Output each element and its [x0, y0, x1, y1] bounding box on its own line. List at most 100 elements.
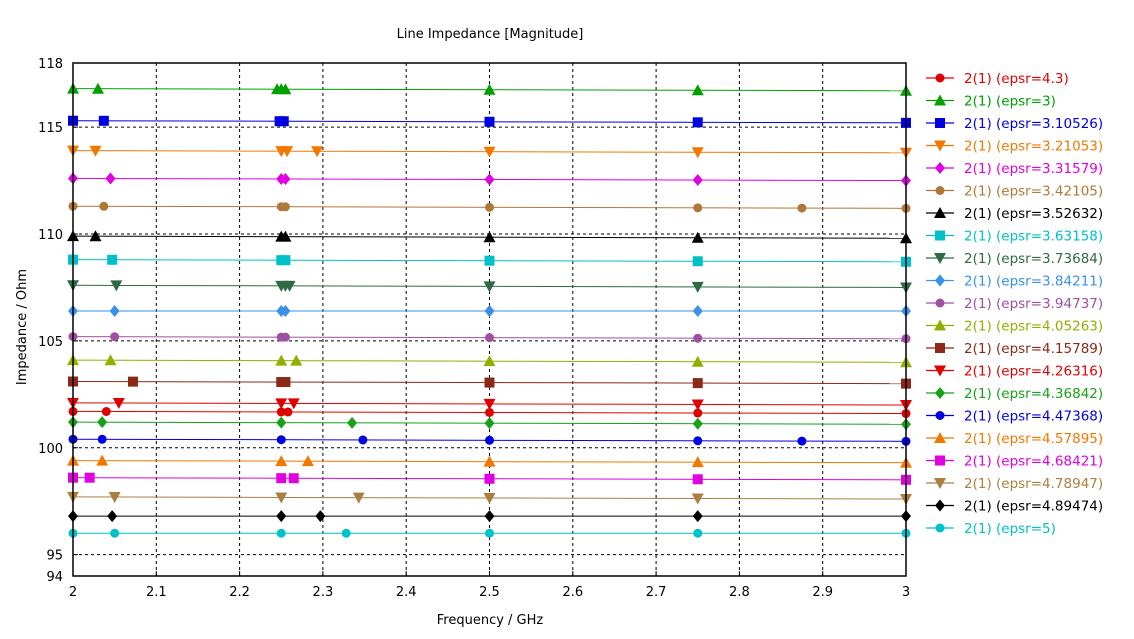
legend-item[interactable]: 2(1) (epsr=3.21053) [926, 139, 1103, 155]
legend-item[interactable]: 2(1) (epsr=5) [926, 521, 1056, 537]
data-point-marker [485, 435, 494, 445]
data-point-marker [484, 417, 495, 430]
data-point-marker [281, 146, 294, 158]
y-tick-label: 100 [38, 442, 63, 457]
legend-item[interactable]: 2(1) (epsr=3.10526) [926, 116, 1103, 132]
series-1 [68, 406, 911, 419]
data-point-marker [279, 83, 292, 95]
data-point-marker [693, 528, 703, 538]
legend[interactable]: 2(1) (epsr=4.3) 2(1) (epsr=3) 2(1) (epsr=3… [926, 71, 1103, 537]
series-12 [67, 354, 912, 368]
data-point-marker [691, 281, 704, 293]
data-point-marker [276, 435, 286, 445]
legend-item[interactable]: 2(1) (epsr=3.84211) [926, 274, 1103, 290]
legend-marker [934, 253, 946, 264]
data-point-marker [275, 354, 288, 366]
data-point-marker [485, 333, 494, 343]
data-point-marker [112, 397, 125, 409]
data-point-marker [110, 528, 120, 538]
series-2 [67, 82, 912, 96]
data-point-marker [691, 84, 704, 96]
legend-item[interactable]: 2(1) (epsr=4.15789) [926, 341, 1103, 357]
data-point-marker [484, 473, 495, 484]
data-point-marker [692, 117, 703, 128]
legend-item[interactable]: 2(1) (epsr=4.78947) [926, 476, 1103, 492]
data-point-marker [280, 332, 290, 342]
y-tick-label: 105 [38, 335, 63, 350]
x-tick-label: 2.2 [229, 585, 250, 600]
x-tick-label: 2 [69, 585, 77, 600]
data-point-marker [276, 510, 287, 523]
legend-item[interactable]: 2(1) (epsr=3) [926, 94, 1056, 110]
data-point-marker [276, 473, 287, 484]
legend-label: 2(1) (epsr=3.84211) [964, 274, 1103, 290]
series-4 [67, 145, 912, 159]
data-point-marker [280, 202, 290, 212]
legend-item[interactable]: 2(1) (epsr=4.89474) [926, 499, 1103, 515]
legend-label: 2(1) (epsr=3.63158) [964, 229, 1103, 245]
legend-label: 2(1) (epsr=4.26316) [964, 364, 1103, 380]
legend-label: 2(1) (epsr=4.3) [964, 71, 1069, 87]
legend-item[interactable]: 2(1) (epsr=3.63158) [926, 229, 1103, 245]
series-21 [68, 528, 911, 538]
legend-label: 2(1) (epsr=3) [964, 94, 1056, 110]
data-point-marker [484, 304, 495, 317]
legend-label: 2(1) (epsr=4.36842) [964, 386, 1103, 402]
legend-marker [935, 455, 945, 466]
y-tick-label: 110 [38, 228, 63, 243]
legend-marker [935, 73, 945, 83]
legend-item[interactable]: 2(1) (epsr=4.26316) [926, 364, 1103, 380]
data-point-marker [691, 456, 704, 468]
legend-item[interactable]: 2(1) (epsr=3.73684) [926, 251, 1103, 267]
y-tick-label: 95 [46, 549, 63, 564]
chart-title: Line Impedance [Magnitude] [397, 27, 584, 42]
data-point-marker [485, 407, 494, 417]
data-point-marker [96, 454, 109, 466]
data-point-marker [691, 355, 704, 367]
legend-item[interactable]: 2(1) (epsr=4.47368) [926, 409, 1103, 425]
legend-item[interactable]: 2(1) (epsr=3.42105) [926, 184, 1103, 200]
series-10 [68, 304, 911, 317]
legend-item[interactable]: 2(1) (epsr=4.36842) [926, 386, 1103, 402]
data-point-marker [485, 202, 494, 212]
legend-label: 2(1) (epsr=4.05263) [964, 319, 1103, 335]
legend-item[interactable]: 2(1) (epsr=3.52632) [926, 206, 1103, 222]
legend-marker [935, 499, 945, 512]
series-14 [67, 397, 912, 411]
x-tick-label: 2.1 [146, 585, 167, 600]
x-tick-label: 2.4 [396, 585, 417, 600]
y-axis-label: Impedance / Ohm [15, 269, 30, 385]
data-point-marker [484, 173, 495, 186]
data-point-marker [280, 172, 291, 185]
data-point-marker [483, 455, 496, 467]
legend-item[interactable]: 2(1) (epsr=4.68421) [926, 454, 1103, 470]
legend-item[interactable]: 2(1) (epsr=3.31579) [926, 161, 1103, 177]
legend-item[interactable]: 2(1) (epsr=4.3) [926, 71, 1069, 87]
data-point-marker [691, 399, 704, 411]
data-point-marker [484, 255, 495, 266]
series-18 [68, 472, 911, 485]
legend-marker [935, 343, 945, 353]
series-17 [67, 454, 912, 468]
data-point-marker [276, 416, 287, 429]
legend-marker [935, 162, 945, 174]
legend-item[interactable]: 2(1) (epsr=4.57895) [926, 431, 1103, 447]
data-point-marker [110, 280, 123, 292]
x-tick-label: 2.7 [646, 585, 667, 600]
data-point-marker [347, 416, 358, 429]
legend-item[interactable]: 2(1) (epsr=4.05263) [926, 319, 1103, 335]
data-point-marker [693, 203, 703, 213]
data-point-marker [97, 416, 108, 429]
data-point-marker [275, 455, 288, 467]
x-tick-label: 2.8 [729, 585, 750, 600]
data-point-marker [691, 493, 704, 505]
legend-item[interactable]: 2(1) (epsr=3.94737) [926, 296, 1103, 312]
series-9 [67, 280, 912, 294]
data-point-marker [276, 528, 286, 538]
legend-marker [934, 319, 946, 331]
data-point-marker [127, 376, 138, 387]
legend-label: 2(1) (epsr=3.52632) [964, 206, 1103, 222]
data-point-marker [98, 115, 109, 126]
data-point-marker [693, 408, 703, 418]
